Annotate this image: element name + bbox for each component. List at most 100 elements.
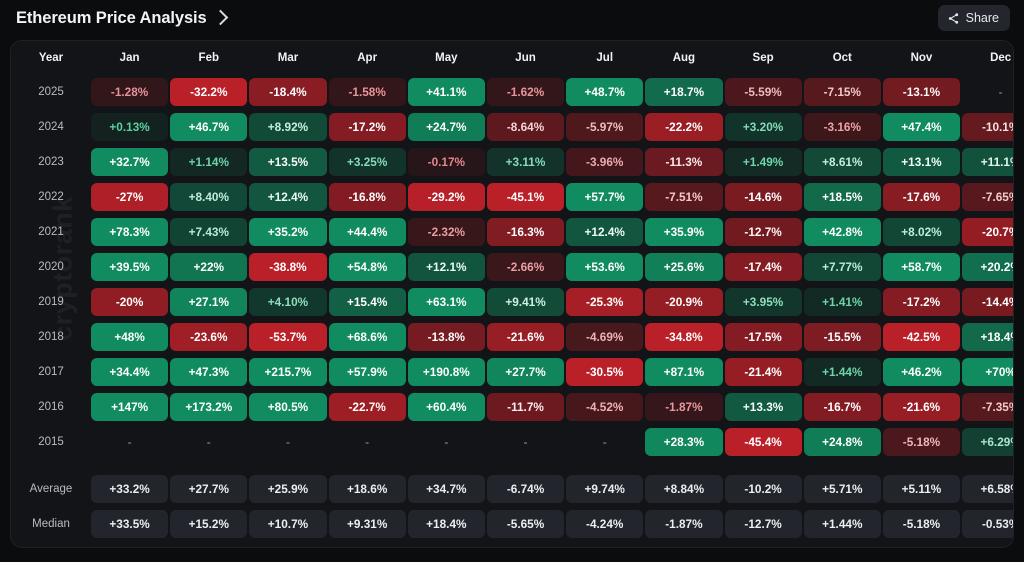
heatmap-cell[interactable]: +54.8% (328, 250, 406, 284)
heatmap-cell[interactable]: +46.2% (882, 355, 961, 389)
heatmap-cell[interactable]: - (487, 425, 564, 459)
chevron-right-icon[interactable] (212, 9, 228, 26)
summary-cell[interactable]: +10.7% (249, 507, 327, 541)
column-header-dec[interactable]: Dec (990, 52, 1012, 64)
heatmap-cell[interactable]: -11.7% (486, 390, 565, 424)
heatmap-cell[interactable]: +1.14% (170, 145, 248, 179)
heatmap-cell[interactable]: +12.4% (249, 180, 327, 214)
summary-cell[interactable]: +25.9% (249, 472, 327, 506)
heatmap-cell[interactable]: -17.2% (328, 110, 406, 144)
summary-cell[interactable]: +18.4% (407, 507, 485, 541)
heatmap-cell[interactable]: -27% (91, 180, 169, 214)
heatmap-cell[interactable]: +15.4% (328, 285, 406, 319)
summary-cell[interactable]: -4.24% (566, 507, 644, 541)
heatmap-cell[interactable]: +8.02% (882, 215, 961, 249)
heatmap-cell[interactable]: +34.4% (91, 355, 169, 389)
heatmap-cell[interactable]: +215.7% (249, 355, 327, 389)
heatmap-cell[interactable]: -13.8% (407, 320, 485, 354)
heatmap-cell[interactable]: +8.40% (170, 180, 248, 214)
heatmap-cell[interactable]: -1.62% (486, 75, 565, 109)
heatmap-cell[interactable]: +58.7% (882, 250, 961, 284)
heatmap-cell[interactable]: +48.7% (566, 75, 644, 109)
heatmap-cell[interactable]: -38.8% (249, 250, 327, 284)
heatmap-cell[interactable]: +41.1% (407, 75, 485, 109)
heatmap-cell[interactable]: -45.1% (486, 180, 565, 214)
heatmap-cell[interactable]: +27.7% (486, 355, 565, 389)
heatmap-cell[interactable]: -17.6% (882, 180, 961, 214)
heatmap-cell[interactable]: -3.16% (803, 110, 881, 144)
heatmap-cell[interactable]: +7.43% (170, 215, 248, 249)
summary-cell[interactable]: +8.84% (645, 472, 723, 506)
heatmap-cell[interactable]: +13.5% (249, 145, 327, 179)
heatmap-cell[interactable]: - (329, 425, 406, 459)
heatmap-cell[interactable]: -42.5% (882, 320, 961, 354)
heatmap-cell[interactable]: +35.2% (249, 215, 327, 249)
heatmap-cell[interactable]: +68.6% (328, 320, 406, 354)
heatmap-cell[interactable]: +6.29% (962, 425, 1013, 459)
column-header-mar[interactable]: Mar (277, 52, 299, 64)
heatmap-cell[interactable]: +53.6% (566, 250, 644, 284)
heatmap-cell[interactable]: -21.6% (882, 390, 961, 424)
heatmap-cell[interactable]: -4.69% (566, 320, 644, 354)
heatmap-cell[interactable]: +7.77% (803, 250, 881, 284)
heatmap-cell[interactable]: -1.87% (645, 390, 723, 424)
heatmap-cell[interactable]: -23.6% (170, 320, 248, 354)
heatmap-cell[interactable]: - (91, 425, 168, 459)
heatmap-cell[interactable]: -14.6% (724, 180, 802, 214)
column-header-aug[interactable]: Aug (672, 52, 696, 64)
summary-cell[interactable]: +9.31% (328, 507, 406, 541)
heatmap-cell[interactable]: -2.66% (486, 250, 565, 284)
heatmap-cell[interactable]: +12.1% (407, 250, 485, 284)
heatmap-cell[interactable]: +80.5% (249, 390, 327, 424)
heatmap-cell[interactable]: +3.11% (486, 145, 565, 179)
summary-cell[interactable]: +5.71% (803, 472, 881, 506)
column-header-nov[interactable]: Nov (910, 52, 933, 64)
heatmap-cell[interactable]: +20.2% (962, 250, 1013, 284)
heatmap-cell[interactable]: -32.2% (170, 75, 248, 109)
column-header-feb[interactable]: Feb (198, 52, 219, 64)
heatmap-cell[interactable]: -21.6% (486, 320, 565, 354)
heatmap-cell[interactable]: -15.5% (803, 320, 881, 354)
heatmap-cell[interactable]: -5.59% (724, 75, 802, 109)
heatmap-cell[interactable]: +22% (170, 250, 248, 284)
heatmap-cell[interactable]: +147% (91, 390, 169, 424)
heatmap-cell[interactable]: +46.7% (170, 110, 248, 144)
heatmap-cell[interactable]: +8.61% (803, 145, 881, 179)
heatmap-cell[interactable]: +27.1% (170, 285, 248, 319)
heatmap-cell[interactable]: +42.8% (803, 215, 881, 249)
heatmap-cell[interactable]: -14.4% (962, 285, 1013, 319)
column-header-apr[interactable]: Apr (357, 52, 378, 64)
heatmap-cell[interactable]: +44.4% (328, 215, 406, 249)
heatmap-cell[interactable]: +60.4% (407, 390, 485, 424)
heatmap-cell[interactable]: -17.5% (724, 320, 802, 354)
heatmap-cell[interactable]: +11.1% (962, 145, 1013, 179)
summary-cell[interactable]: +27.7% (170, 472, 248, 506)
heatmap-cell[interactable]: -7.15% (803, 75, 881, 109)
summary-cell[interactable]: +1.44% (803, 507, 881, 541)
heatmap-cell[interactable]: +13.1% (882, 145, 961, 179)
heatmap-cell[interactable]: -17.4% (724, 250, 802, 284)
summary-cell[interactable]: +15.2% (170, 507, 248, 541)
heatmap-cell[interactable]: -5.18% (882, 425, 961, 459)
summary-cell[interactable]: +6.58% (962, 472, 1013, 506)
heatmap-cell[interactable]: - (566, 425, 643, 459)
summary-cell[interactable]: +34.7% (407, 472, 485, 506)
column-header-jun[interactable]: Jun (515, 52, 536, 64)
heatmap-cell[interactable]: -1.28% (91, 75, 169, 109)
column-header-year[interactable]: Year (38, 52, 64, 64)
heatmap-cell[interactable]: +3.25% (328, 145, 406, 179)
column-header-jan[interactable]: Jan (119, 52, 140, 64)
heatmap-cell[interactable]: -45.4% (724, 425, 802, 459)
heatmap-cell[interactable]: +70% (962, 355, 1013, 389)
summary-cell[interactable]: -12.7% (724, 507, 802, 541)
heatmap-cell[interactable]: -10.1% (962, 110, 1013, 144)
heatmap-cell[interactable]: -7.65% (962, 180, 1013, 214)
heatmap-cell[interactable]: +4.10% (249, 285, 327, 319)
heatmap-cell[interactable]: -16.3% (486, 215, 565, 249)
heatmap-cell[interactable]: -18.4% (249, 75, 327, 109)
summary-cell[interactable]: -10.2% (724, 472, 802, 506)
heatmap-cell[interactable]: -7.51% (645, 180, 723, 214)
heatmap-cell[interactable]: -5.97% (566, 110, 644, 144)
share-button[interactable]: Share (937, 5, 1010, 31)
heatmap-cell[interactable]: -16.8% (328, 180, 406, 214)
